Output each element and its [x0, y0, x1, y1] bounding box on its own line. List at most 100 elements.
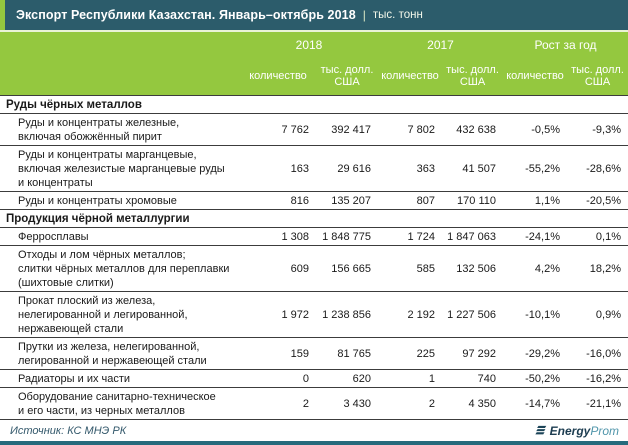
cell-qty-2018: 2	[302, 397, 309, 410]
cell-qty-2018: 816	[290, 194, 309, 207]
title-separator: |	[362, 8, 366, 22]
table-section-row: Продукция чёрной металлургии	[0, 210, 628, 228]
cell-usd-2017: 432 638	[456, 123, 496, 136]
cell-growth-qty: 4,2%	[534, 262, 560, 275]
year-header-2017: 2017	[427, 37, 454, 52]
cell-usd-2017: 1 227 506	[447, 308, 496, 321]
row-label: Руды и концентраты марганцевые, включая ж…	[18, 148, 225, 189]
logo-text-energy: Energy	[549, 423, 591, 438]
table-row: Руды и концентраты марганцевые, включая ж…	[0, 146, 628, 192]
table-row: Руды и концентраты железные, включая обож…	[0, 114, 628, 146]
cell-usd-2018: 1 238 856	[322, 308, 371, 321]
cell-usd-2017: 170 110	[457, 194, 496, 207]
cell-growth-usd: -20,5%	[586, 194, 621, 207]
cell-growth-usd: -16,2%	[586, 372, 621, 385]
cell-usd-2018: 3 430	[343, 397, 371, 410]
cell-usd-2018: 1 848 775	[322, 230, 371, 243]
title-unit: тыс. тонн	[372, 9, 423, 21]
title-bar: Экспорт Республики Казахстан. Январь–окт…	[0, 0, 628, 30]
table-row: Оборудование санитарно-техническое и его …	[0, 388, 628, 420]
table-row: Прутки из железа, нелегированной, легиров…	[0, 338, 628, 370]
cell-usd-2017: 740	[477, 372, 496, 385]
table-section-row: Руды чёрных металлов	[0, 96, 628, 114]
cell-usd-2017: 41 507	[462, 162, 496, 175]
cell-growth-usd: 0,9%	[595, 308, 621, 321]
logo-text-prom: Prom	[590, 423, 619, 438]
cell-qty-2017: 2 192	[407, 308, 435, 321]
table-row: Радиаторы и их части 0 620 1 740 -50,2% -16,2%	[0, 370, 628, 388]
cell-qty-2018: 1 308	[281, 230, 309, 243]
bottom-accent-bar	[0, 441, 628, 445]
cell-growth-usd: -9,3%	[592, 123, 621, 136]
cell-usd-2018: 156 665	[331, 262, 371, 275]
cell-usd-2018: 29 616	[337, 162, 371, 175]
cell-growth-usd: -16,0%	[586, 347, 621, 360]
cell-qty-2017: 225	[416, 347, 435, 360]
cell-qty-2017: 807	[416, 194, 435, 207]
title-accent-bar	[0, 0, 5, 30]
cell-growth-qty: -55,2%	[525, 162, 560, 175]
cell-qty-2017: 585	[416, 262, 435, 275]
cell-qty-2017: 363	[416, 162, 435, 175]
section-label: Продукция чёрной металлургии	[6, 212, 190, 225]
row-label: Руды и концентраты хромовые	[18, 194, 177, 207]
column-header: 2018 2017 Рост за год количество тыс. до…	[0, 32, 628, 95]
header-divider	[0, 30, 628, 32]
cell-growth-usd: -21,1%	[586, 397, 621, 410]
energyprom-logo-icon	[533, 424, 547, 438]
table-row: Ферросплавы 1 308 1 848 775 1 724 1 847 063 -…	[0, 228, 628, 246]
cell-qty-2017: 1 724	[407, 230, 435, 243]
row-label: Прокат плоский из железа, нелегированной …	[18, 294, 188, 335]
row-label: Руды и концентраты железные, включая обож…	[18, 116, 180, 143]
cell-qty-2017: 1	[428, 372, 435, 385]
sub-header-qty-2017: количество	[381, 69, 439, 82]
cell-usd-2018: 135 207	[331, 194, 371, 207]
year-header-growth: Рост за год	[534, 37, 597, 52]
logo-wordmark: EnergyProm	[550, 422, 619, 440]
cell-qty-2018: 159	[290, 347, 309, 360]
cell-growth-qty: 1,1%	[534, 194, 560, 207]
table-row: Отходы и лом чёрных металлов; слитки чёрн…	[0, 246, 628, 292]
year-header-row: 2018 2017 Рост за год	[0, 32, 628, 57]
energyprom-logo: EnergyProm	[533, 422, 619, 440]
sub-header-growth-qty: количество	[506, 69, 564, 82]
cell-growth-qty: -14,7%	[525, 397, 560, 410]
sub-header-usd-2017: тыс. долл. США	[446, 63, 499, 89]
sub-header-usd-2018: тыс. долл. США	[320, 63, 374, 89]
year-header-2018: 2018	[295, 37, 323, 52]
sub-header-growth-usd: тыс. долл. США	[571, 63, 624, 89]
cell-qty-2017: 7 802	[407, 123, 435, 136]
table-body: Руды чёрных металлов Руды и концентраты ж…	[0, 95, 628, 420]
cell-usd-2018: 620	[352, 372, 371, 385]
sub-header-qty-2018: количество	[249, 69, 307, 82]
cell-usd-2018: 392 417	[331, 123, 371, 136]
source-note: Источник: КС МНЭ РК	[10, 424, 127, 437]
cell-growth-usd: -28,6%	[586, 162, 621, 175]
cell-usd-2017: 1 847 063	[447, 230, 496, 243]
cell-usd-2017: 132 506	[456, 262, 496, 275]
cell-growth-qty: -10,1%	[525, 308, 560, 321]
cell-qty-2018: 1 972	[281, 308, 309, 321]
section-label: Руды чёрных металлов	[6, 98, 142, 111]
cell-qty-2018: 163	[290, 162, 309, 175]
cell-growth-qty: -50,2%	[525, 372, 560, 385]
row-label: Ферросплавы	[18, 230, 89, 243]
row-label: Оборудование санитарно-техническое и его …	[18, 390, 216, 417]
table-row: Руды и концентраты хромовые 816 135 207 807…	[0, 192, 628, 210]
cell-qty-2018: 7 762	[281, 123, 309, 136]
page-title: Экспорт Республики Казахстан. Январь–окт…	[16, 8, 356, 22]
table-row: Прокат плоский из железа, нелегированной …	[0, 292, 628, 338]
footer: Источник: КС МНЭ РК EnergyProm	[0, 420, 628, 441]
cell-qty-2018: 609	[290, 262, 309, 275]
cell-usd-2018: 81 765	[337, 347, 371, 360]
row-label: Радиаторы и их части	[18, 372, 131, 385]
row-label: Отходы и лом чёрных металлов; слитки чёрн…	[18, 248, 230, 289]
cell-growth-usd: 18,2%	[589, 262, 621, 275]
cell-growth-qty: -0,5%	[531, 123, 560, 136]
sub-header-row: количество тыс. долл. США количество тыс…	[0, 57, 628, 95]
cell-usd-2017: 97 292	[462, 347, 496, 360]
cell-qty-2018: 0	[302, 372, 309, 385]
cell-usd-2017: 4 350	[468, 397, 496, 410]
cell-growth-usd: 0,1%	[595, 230, 621, 243]
